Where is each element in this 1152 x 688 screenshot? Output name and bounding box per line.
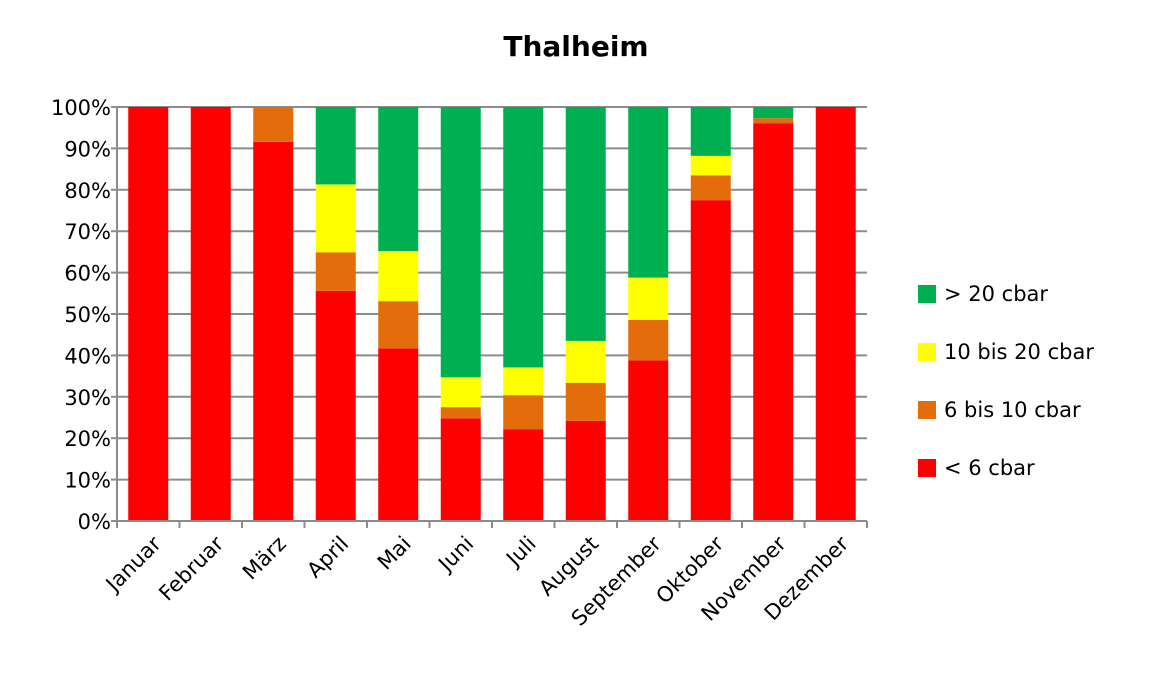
y-tick-label: 20% (64, 427, 111, 451)
y-tick-label: 70% (64, 220, 111, 244)
legend-label: > 20 cbar (944, 282, 1048, 306)
bar-segment (690, 155, 731, 176)
bar-segment (628, 107, 669, 278)
legend-label: < 6 cbar (944, 456, 1035, 480)
bar-stack (503, 107, 544, 521)
legend-label: 10 bis 20 cbar (944, 340, 1094, 364)
bar-segment (690, 175, 731, 201)
bar-segment (315, 107, 356, 185)
bar-stack (628, 107, 669, 521)
legend-swatch (918, 459, 936, 477)
bar-stack (815, 107, 856, 521)
bar-segment (440, 107, 481, 378)
bar-segment (315, 252, 356, 291)
bar-segment (378, 348, 419, 521)
legend-item: > 20 cbar (918, 282, 1048, 306)
bar-segment (128, 107, 169, 521)
bar-stack (440, 107, 481, 521)
bar-stack (190, 107, 231, 521)
bar-segment (753, 123, 794, 522)
bar-segment (190, 107, 231, 521)
legend-item: 6 bis 10 cbar (918, 398, 1081, 422)
bar-segment (503, 367, 544, 396)
legend-label: 6 bis 10 cbar (944, 398, 1081, 422)
bar-segment (315, 184, 356, 253)
bar-segment (565, 382, 606, 421)
bar-segment (440, 377, 481, 408)
bar-stack (753, 107, 794, 522)
x-tick-label: Februar (154, 531, 228, 605)
bar-segment (378, 251, 419, 302)
chart-title: Thalheim (503, 30, 648, 63)
gridlines (117, 106, 867, 522)
legend-item: < 6 cbar (918, 456, 1035, 480)
x-tick-label: April (302, 532, 353, 583)
bar-segment (503, 395, 544, 430)
y-tick-label: 100% (51, 96, 111, 120)
x-tick-label: Juli (500, 532, 540, 572)
bar-stack (253, 107, 294, 521)
bar-segment (690, 107, 731, 156)
bar-segment (690, 200, 731, 521)
bar-segment (753, 107, 794, 119)
bar-segment (440, 407, 481, 419)
bar-segment (503, 429, 544, 521)
y-tick-label: 0% (78, 510, 111, 534)
bar-stack (690, 107, 731, 521)
bar-segment (565, 107, 606, 341)
bar-segment (253, 141, 294, 521)
bar-segment (628, 277, 669, 320)
bar-segment (440, 418, 481, 521)
bar-segment (315, 290, 356, 521)
legend: > 20 cbar 10 bis 20 cbar 6 bis 10 cbar < 6 … (918, 282, 1094, 480)
bars (128, 107, 856, 522)
y-tick-label: 90% (64, 137, 111, 161)
x-tick-label: Mai (373, 532, 416, 575)
bar-segment (753, 118, 794, 124)
y-tick-label: 60% (64, 262, 111, 286)
legend-swatch (918, 343, 936, 361)
y-tick-label: 40% (64, 344, 111, 368)
bar-segment (815, 107, 856, 521)
legend-swatch (918, 401, 936, 419)
x-tick-label: Juni (433, 532, 479, 578)
bar-segment (565, 420, 606, 521)
legend-item: 10 bis 20 cbar (918, 340, 1094, 364)
bar-segment (378, 301, 419, 349)
bar-segment (565, 340, 606, 383)
bar-stack (128, 107, 169, 521)
x-tick-label: März (238, 532, 291, 585)
y-tick-label: 30% (64, 386, 111, 410)
y-tick-label: 10% (64, 469, 111, 493)
bar-segment (628, 360, 669, 521)
bar-stack (378, 107, 419, 521)
legend-swatch (918, 285, 936, 303)
y-axis-ticks: 0% 10% 20% 30% 40% 50% 60% 70% 80% 90% 100% (51, 96, 117, 534)
bar-stack (565, 107, 606, 521)
bar-segment (628, 319, 669, 361)
y-tick-label: 80% (64, 179, 111, 203)
bar-segment (378, 107, 419, 252)
bar-segment (503, 107, 544, 368)
bar-stack (315, 107, 356, 521)
y-tick-label: 50% (64, 303, 111, 327)
bar-segment (253, 107, 294, 142)
